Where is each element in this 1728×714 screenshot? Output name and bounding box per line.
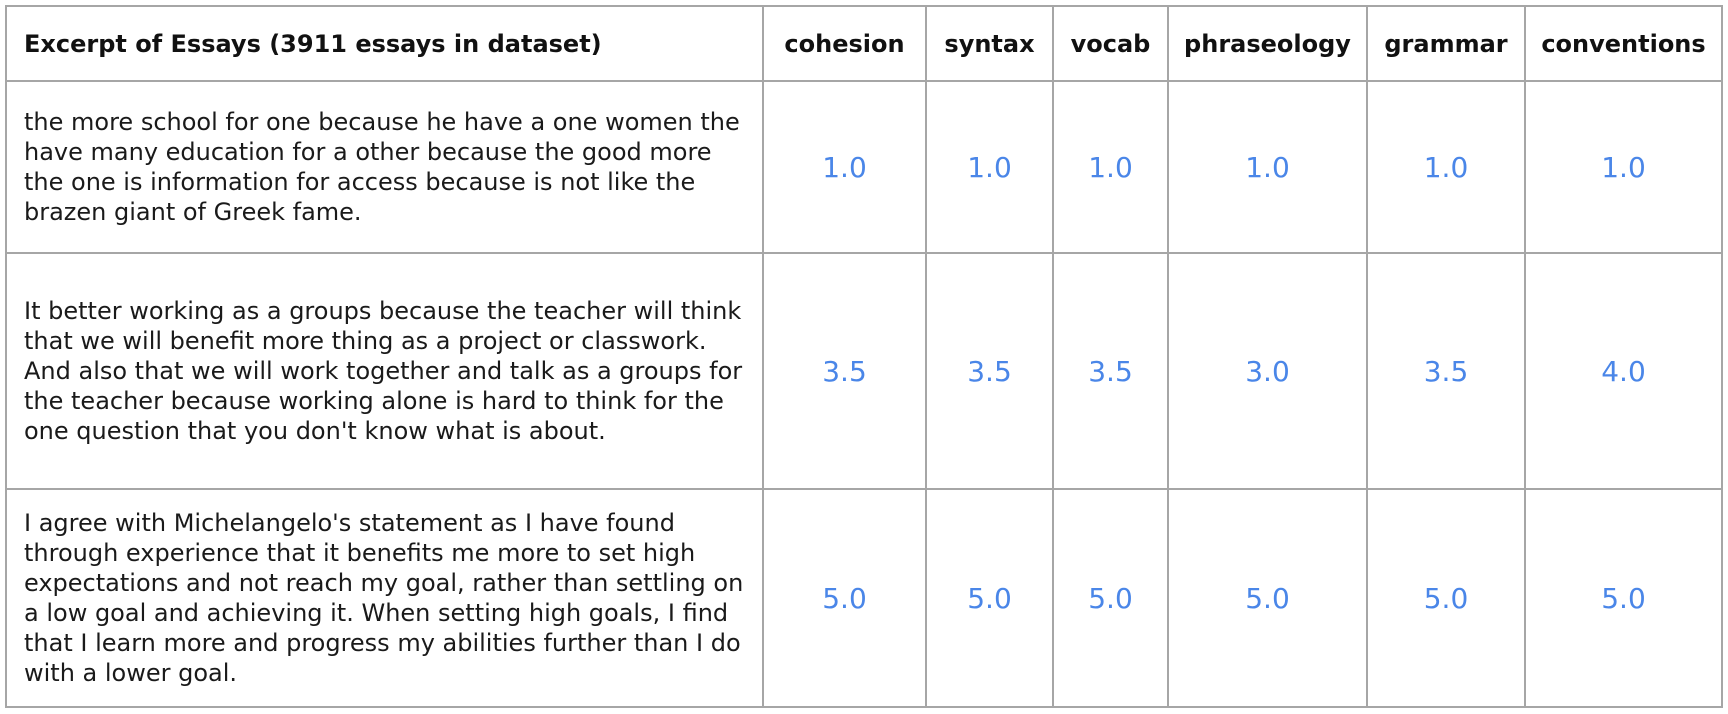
table-row: It better working as a groups because th… <box>5 252 1723 490</box>
header-row: Excerpt of Essays (3911 essays in datase… <box>5 5 1723 82</box>
conventions-score: 5.0 <box>1524 488 1723 708</box>
column-header-conventions: conventions <box>1524 5 1723 82</box>
essay-excerpt: I agree with Michelangelo's statement as… <box>5 488 764 708</box>
grammar-score: 3.5 <box>1366 252 1526 490</box>
vocab-score: 3.5 <box>1052 252 1169 490</box>
cohesion-score: 3.5 <box>762 252 927 490</box>
grammar-score: 5.0 <box>1366 488 1526 708</box>
cohesion-score: 1.0 <box>762 80 927 254</box>
essay-excerpt: the more school for one because he have … <box>5 80 764 254</box>
syntax-score: 5.0 <box>925 488 1054 708</box>
phraseology-score: 3.0 <box>1167 252 1368 490</box>
conventions-score: 1.0 <box>1524 80 1723 254</box>
cohesion-score: 5.0 <box>762 488 927 708</box>
phraseology-score: 1.0 <box>1167 80 1368 254</box>
table-row: the more school for one because he have … <box>5 80 1723 254</box>
column-header-excerpt: Excerpt of Essays (3911 essays in datase… <box>5 5 764 82</box>
vocab-score: 5.0 <box>1052 488 1169 708</box>
column-header-grammar: grammar <box>1366 5 1526 82</box>
table-row: I agree with Michelangelo's statement as… <box>5 488 1723 708</box>
column-header-phraseology: phraseology <box>1167 5 1368 82</box>
syntax-score: 3.5 <box>925 252 1054 490</box>
grammar-score: 1.0 <box>1366 80 1526 254</box>
column-header-cohesion: cohesion <box>762 5 927 82</box>
column-header-vocab: vocab <box>1052 5 1169 82</box>
syntax-score: 1.0 <box>925 80 1054 254</box>
column-header-syntax: syntax <box>925 5 1054 82</box>
essay-excerpt: It better working as a groups because th… <box>5 252 764 490</box>
phraseology-score: 5.0 <box>1167 488 1368 708</box>
essay-scores-table: Excerpt of Essays (3911 essays in datase… <box>5 5 1723 708</box>
vocab-score: 1.0 <box>1052 80 1169 254</box>
conventions-score: 4.0 <box>1524 252 1723 490</box>
